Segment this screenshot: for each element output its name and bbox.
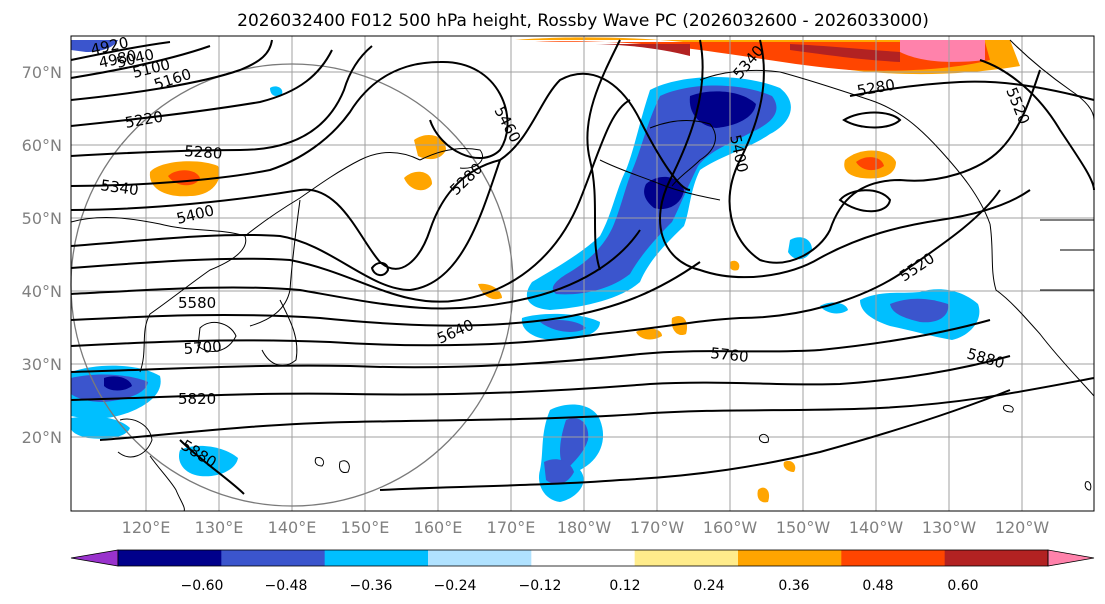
colorbar-segment [118,550,222,566]
colorbar-tick-label: 0.60 [947,578,978,594]
colorbar-frame [117,549,1049,567]
contour-label: 5700 [183,337,222,358]
colorbar-extend-min [70,549,119,567]
lat-label: 50°N [22,209,62,228]
map-panel: 4920 4980 5040 5100 5160 5220 5280 5340 … [70,33,1095,512]
colorbar-tick-label: −0.12 [519,578,562,594]
lat-label: 20°N [22,428,62,447]
colorbar-tick-label: 0.12 [609,578,640,594]
colorbar-extend-max [1047,549,1095,567]
map-frame [70,35,1095,512]
colorbar-tick-label: −0.48 [265,578,308,594]
lat-label: 30°N [22,355,62,374]
lat-labels: 70°N 60°N 50°N 40°N 30°N 20°N [22,63,62,447]
lat-label: 60°N [22,136,62,155]
lon-label: 150°W [776,518,831,537]
lon-label: 170°W [630,518,685,537]
colorbar-tick-label: 0.36 [778,578,809,594]
lon-label: 130°E [195,518,244,537]
lon-label: 140°E [268,518,317,537]
colorbar-tick-label: −0.24 [434,578,477,594]
coastlines [70,39,1095,512]
height-contours [70,39,1095,495]
colorbar-segment [738,550,842,566]
contour-label: 5580 [178,294,216,312]
colorbar-segment [221,550,326,566]
lon-label: 150°E [341,518,390,537]
lon-labels: 120°E 130°E 140°E 150°E 160°E 170°E 180°… [122,518,1050,537]
contour-label: 5340 [99,176,139,199]
lat-label: 70°N [22,63,62,82]
contour-label: 5760 [710,344,750,366]
lat-label: 40°N [22,282,62,301]
lon-label: 130°W [922,518,977,537]
colorbar-tick-label: −0.60 [181,578,224,594]
contour-label: 5820 [178,390,216,408]
colorbar-segment [634,550,739,566]
lon-label: 120°W [995,518,1050,537]
lon-label: 170°E [487,518,536,537]
lon-label: 140°W [849,518,904,537]
colorbar-ticks: −0.60 −0.48 −0.36 −0.24 −0.12 0.12 0.24 … [181,578,979,594]
lon-label: 120°E [122,518,171,537]
map-title: 2026032400 F012 500 hPa height, Rossby W… [237,11,929,31]
colorbar-segment [428,550,532,566]
colorbar-tick-label: −0.36 [350,578,393,594]
lon-label: 160°W [703,518,758,537]
contour-label: 5280 [184,142,223,163]
colorbar-tick-label: 0.24 [693,578,724,594]
colorbar-segment [531,550,636,566]
colorbar-segment [841,550,946,566]
gridlines [71,36,1094,511]
colorbar-segment [944,550,1049,566]
colorbar [70,549,1095,567]
colorbar-tick-label: 0.48 [862,578,893,594]
lon-label: 160°E [414,518,463,537]
lon-label: 180°W [557,518,612,537]
colorbar-segment [324,550,429,566]
